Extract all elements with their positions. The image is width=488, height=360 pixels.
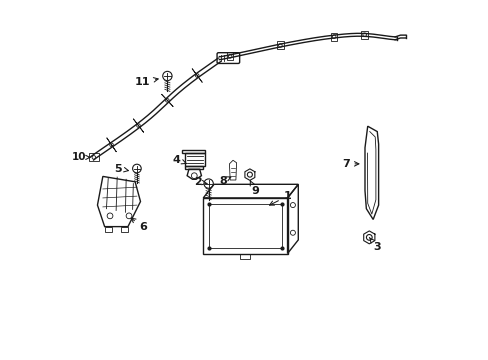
Text: 4: 4 bbox=[172, 154, 186, 165]
Text: 7: 7 bbox=[341, 159, 358, 169]
Text: 8: 8 bbox=[219, 176, 230, 186]
Text: 5: 5 bbox=[114, 163, 128, 174]
Text: 10: 10 bbox=[71, 152, 90, 162]
Text: 1: 1 bbox=[269, 191, 291, 205]
Text: 9: 9 bbox=[250, 181, 259, 197]
Text: 6: 6 bbox=[131, 218, 147, 232]
Text: 2: 2 bbox=[194, 177, 207, 187]
Text: 3: 3 bbox=[368, 238, 380, 252]
Text: 11: 11 bbox=[134, 77, 158, 87]
